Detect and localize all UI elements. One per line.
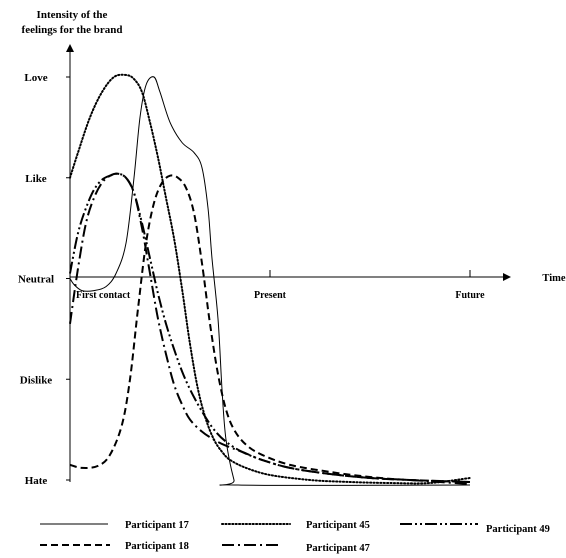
y-tick-label-neutral: Neutral [18,274,54,286]
y-axis-title-line-1: Intensity of the [37,9,108,21]
x-axis-title: Time [542,273,565,284]
series-line-participant-45 [69,73,471,485]
x-tick-label-present: Present [254,290,287,301]
legend-label-participant-45: Participant 45 [306,520,370,531]
y-tick-label-love: Love [24,72,47,84]
y-tick-label-like: Like [25,173,47,185]
series-line-participant-17 [69,76,471,486]
series-group [69,73,471,486]
x-tick-group: First contact Present Future [76,270,485,301]
y-tick-label-dislike: Dislike [20,374,53,386]
y-axis-title-line-2: feelings for the brand [22,24,123,36]
legend-label-participant-18: Participant 18 [125,541,189,552]
x-tick-label-future: Future [455,290,485,301]
legend-label-participant-47: Participant 47 [306,543,370,554]
y-tick-label-hate: Hate [25,475,48,487]
x-tick-label-first-contact: First contact [76,290,131,301]
series-line-participant-47 [69,172,471,485]
legend-label-participant-17: Participant 17 [125,520,189,531]
y-tick-group: Hate Dislike Neutral Like Love [18,72,70,487]
series-line-participant-49 [69,172,471,483]
series-line-participant-18 [69,174,471,483]
legend-label-participant-49: Participant 49 [486,524,550,535]
legend: Participant 17 Participant 45 Participant … [40,520,550,554]
